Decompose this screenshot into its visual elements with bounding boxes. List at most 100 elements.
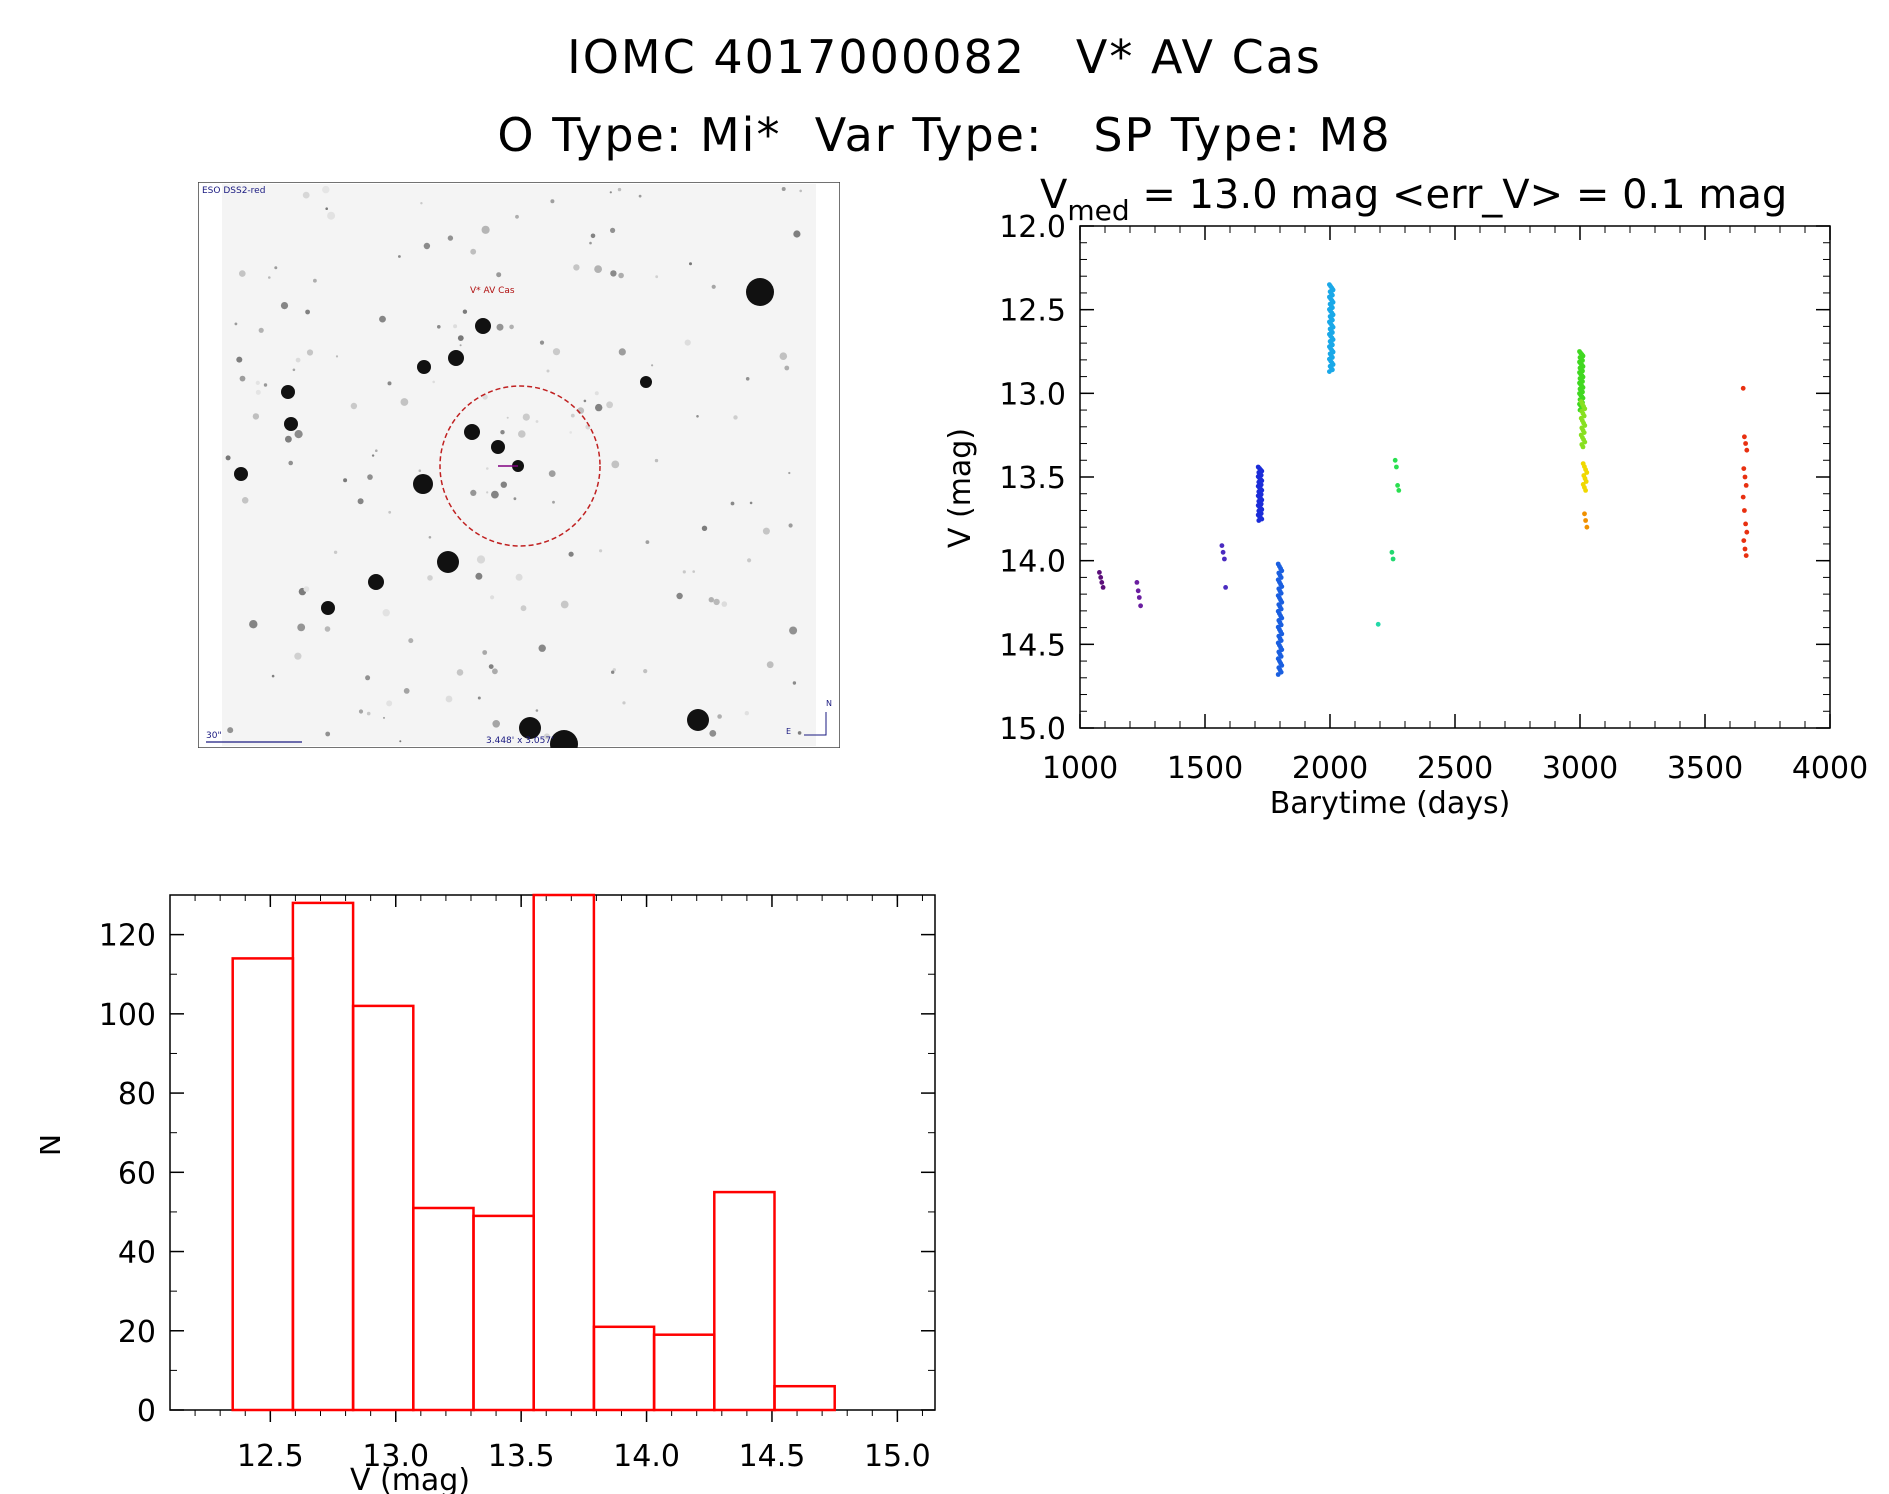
star (550, 199, 555, 204)
star (788, 471, 791, 475)
star (733, 415, 738, 420)
lc-xtick-label: 4000 (1792, 751, 1868, 786)
star (399, 740, 402, 743)
bright-star (464, 424, 480, 440)
star (583, 399, 587, 403)
lc-ytick-label: 14.0 (999, 545, 1066, 580)
lc-title-main: V (1040, 172, 1068, 218)
lc-point (1099, 580, 1105, 585)
lc-xlabel: Barytime (days) (1270, 786, 1511, 821)
chart-subtitle: O Type: Mi* Var Type: SP Type: M8 (497, 108, 1392, 162)
star (492, 668, 498, 675)
hist-bar (592, 1325, 656, 1412)
star (325, 207, 328, 210)
star (546, 369, 550, 373)
lc-point (1584, 524, 1590, 530)
star (682, 570, 686, 574)
lc-point (1743, 483, 1749, 488)
star (477, 696, 481, 700)
star (491, 490, 499, 499)
star (358, 709, 364, 714)
bright-star (413, 474, 433, 494)
bright-star (281, 385, 295, 399)
star (518, 430, 526, 438)
star (325, 731, 331, 737)
star (294, 430, 303, 439)
star (427, 575, 433, 581)
star (509, 324, 514, 330)
lc-axes: 1000 1500 2000 2500 3000 3500 4000 12.0 12.5 13.0… (999, 210, 1868, 786)
star (684, 339, 691, 346)
star (766, 661, 774, 669)
hist-xtick-label: 15.0 (864, 1439, 931, 1474)
star (280, 302, 289, 310)
hist-bar (713, 1190, 776, 1412)
lc-point (1223, 585, 1228, 590)
star (271, 674, 275, 678)
star (792, 681, 797, 685)
light-curve-chart: Vmed = 13.0 mag <err_V> = 0.1 mag 1000 15… (943, 172, 1868, 821)
star (313, 278, 317, 283)
star (570, 413, 575, 418)
bright-star (368, 574, 384, 590)
star (552, 348, 561, 356)
star (470, 248, 477, 255)
star (515, 214, 519, 219)
hist-ytick-label: 60 (118, 1156, 156, 1191)
hist-bar (773, 1384, 836, 1412)
star (295, 357, 301, 363)
star (610, 270, 617, 277)
star (303, 586, 310, 592)
lc-point (1396, 488, 1402, 493)
star (522, 413, 530, 421)
star (285, 435, 292, 443)
star (747, 558, 752, 563)
hist-frame (169, 894, 936, 1411)
star (239, 375, 246, 382)
hist-ytick-label: 100 (99, 998, 156, 1033)
star (651, 364, 654, 367)
chart-title: IOMC 4017000082 V* AV Cas (567, 30, 1322, 84)
star (538, 644, 546, 652)
star (437, 325, 441, 329)
lc-point (1583, 518, 1588, 523)
bright-star (234, 467, 248, 481)
star (366, 711, 371, 716)
star (388, 510, 392, 514)
hist-bar (412, 1206, 475, 1412)
lc-xtick-label: 2000 (1292, 751, 1368, 786)
hist-ytick-label: 80 (118, 1077, 156, 1112)
lc-point (1134, 580, 1140, 585)
star (375, 449, 378, 453)
hist-bars (231, 893, 836, 1412)
star (552, 500, 555, 504)
lc-point (1394, 464, 1399, 470)
star (239, 270, 246, 277)
bright-star (519, 717, 541, 739)
lc-point (1136, 595, 1142, 600)
star (560, 600, 569, 609)
star (643, 669, 648, 674)
scale-label: 30" (206, 731, 222, 741)
star (490, 595, 495, 600)
star (696, 415, 699, 418)
star (569, 431, 572, 434)
star (599, 549, 603, 553)
star (292, 368, 296, 372)
hist-xtick-label: 14.5 (739, 1439, 806, 1474)
star (496, 323, 504, 331)
lc-ytick-label: 12.5 (999, 294, 1066, 329)
star (788, 523, 793, 528)
star (459, 344, 462, 347)
lc-point (1740, 385, 1746, 391)
lc-point (1583, 479, 1589, 484)
hist-ylabel: N (40, 1134, 68, 1156)
hist-ytick-label: 40 (118, 1236, 156, 1271)
east-label: E (786, 727, 791, 736)
lc-frame (1079, 225, 1831, 729)
star (789, 626, 798, 635)
star (779, 352, 788, 360)
star (365, 675, 371, 681)
star (676, 592, 683, 600)
star (543, 733, 550, 740)
